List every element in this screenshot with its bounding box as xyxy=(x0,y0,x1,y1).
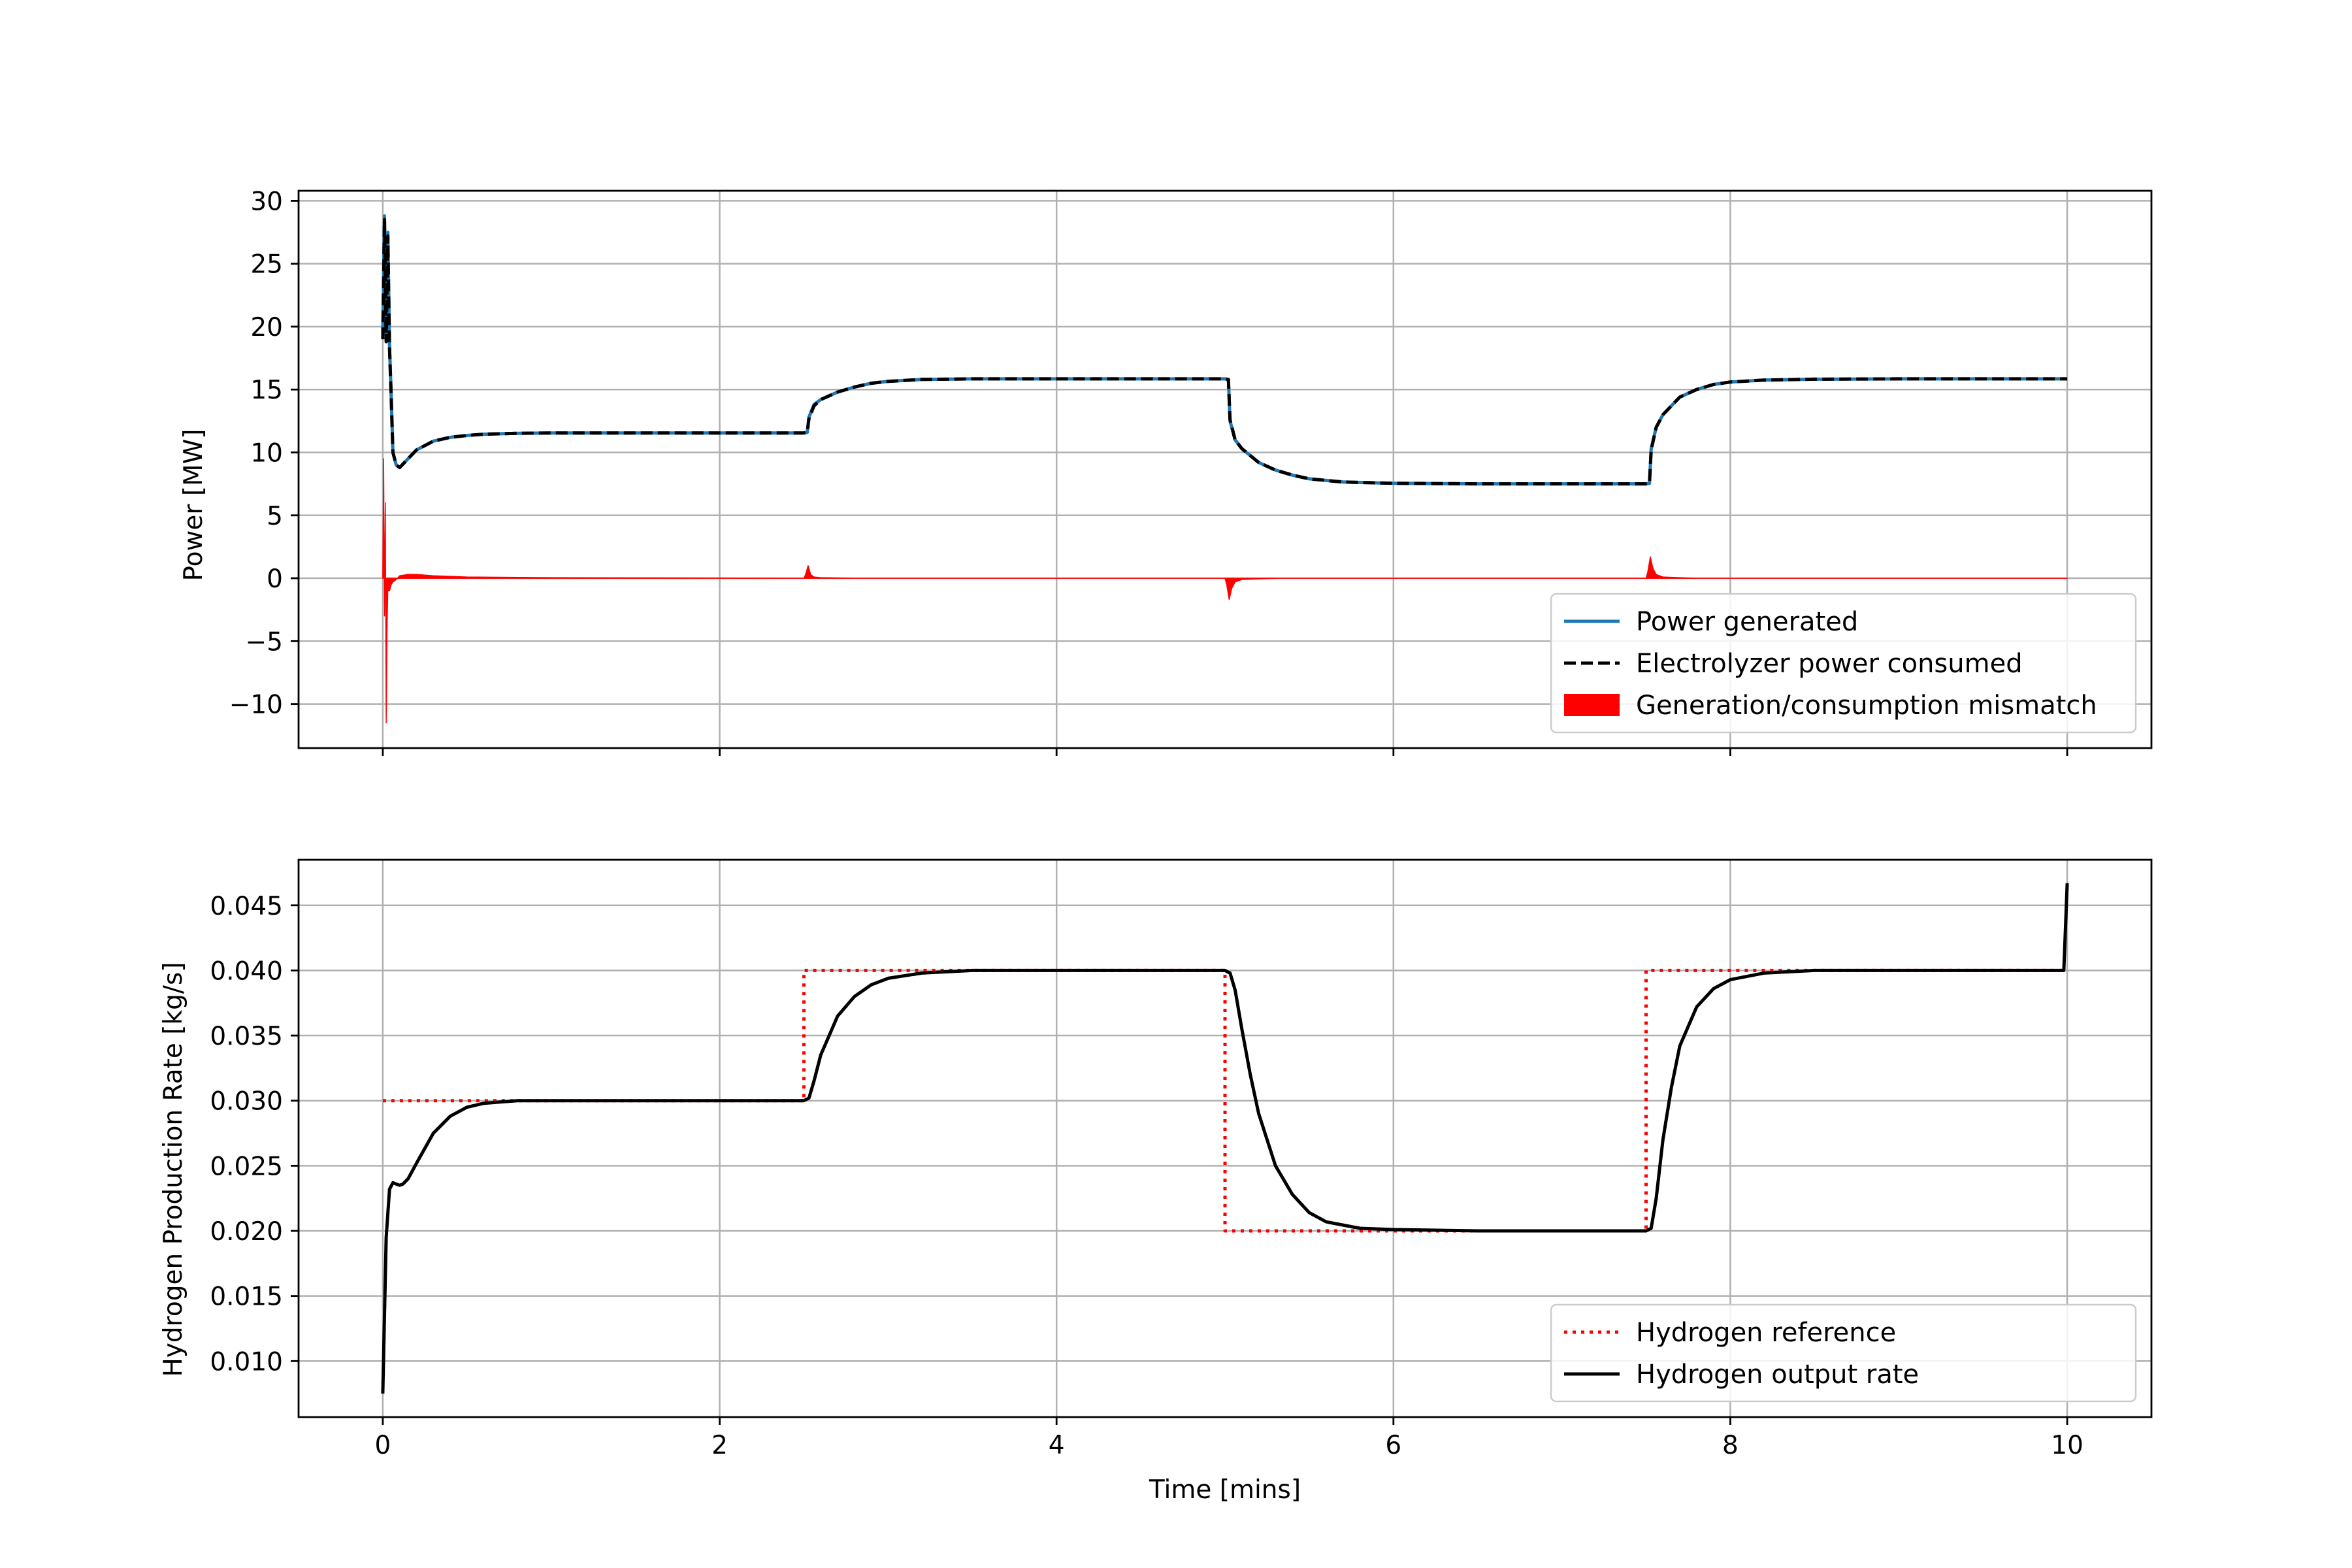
power-panel: −10 −5 0 5 10 15 20 25 30 Power generated Electrol… xyxy=(229,187,2153,756)
y-tick-label: 15 xyxy=(250,376,283,405)
y-tick-label: −5 xyxy=(246,627,284,657)
series-electrolyzer-power-consumed xyxy=(381,218,2068,486)
legend-box xyxy=(1550,593,2137,734)
series-generation-consumption-mismatch xyxy=(382,458,2068,724)
y-tick-label: 20 xyxy=(250,313,283,342)
x-tick-label: 2 xyxy=(711,1431,728,1460)
legend-power-generated-label: Power generated xyxy=(1636,607,1858,637)
legend-electrolyzer-power-consumed-label: Electrolyzer power consumed xyxy=(1636,649,2023,679)
series-hydrogen-reference xyxy=(382,968,2068,1233)
y-tick-label: 30 xyxy=(250,187,283,216)
y-tick-label: 0.015 xyxy=(210,1282,283,1312)
y-tick-label: 0.035 xyxy=(210,1022,283,1051)
axes-frame xyxy=(297,189,2153,749)
legend-box xyxy=(1550,1303,2137,1403)
y-tick-label: 25 xyxy=(250,250,283,280)
y-tick-label: 0 xyxy=(267,564,283,594)
y-tick-label: 0.010 xyxy=(210,1347,283,1377)
x-axis-label: Time [mins] xyxy=(1149,1475,1301,1505)
x-tick-label: 8 xyxy=(1722,1431,1739,1460)
legend-generation-consumption-mismatch-swatch xyxy=(1564,694,1620,716)
hydrogen-y-axis-label: Hydrogen Production Rate [kg/s] xyxy=(159,962,188,1377)
y-tick-label: −10 xyxy=(229,691,283,720)
y-tick-label: 0.025 xyxy=(210,1152,283,1181)
legend: Power generated Electrolyzer power consum… xyxy=(1550,593,2137,734)
y-tick-label: 10 xyxy=(250,439,283,468)
series-hydrogen-output-rate xyxy=(381,883,2069,1394)
x-tick-label: 0 xyxy=(374,1431,391,1460)
y-tick-label: 5 xyxy=(267,502,283,531)
plot-area xyxy=(381,883,2069,1394)
plot-area xyxy=(381,214,2068,724)
legend-generation-consumption-mismatch-label: Generation/consumption mismatch xyxy=(1636,691,2097,721)
x-tick-label: 10 xyxy=(2051,1431,2083,1460)
y-tick-label: 0.040 xyxy=(210,956,283,986)
y-tick-label: 0.020 xyxy=(210,1217,283,1247)
legend-hydrogen-output-rate-label: Hydrogen output rate xyxy=(1636,1360,1919,1390)
power-y-axis-label: Power [MW] xyxy=(179,429,208,581)
axes-frame xyxy=(297,858,2153,1418)
hydrogen-panel: 0 2 4 6 8 10 0.010 0.015 0.020 0.025 0.030 0.035 0.0… xyxy=(210,858,2153,1460)
legend-hydrogen-reference-label: Hydrogen reference xyxy=(1636,1318,1896,1348)
x-tick-label: 6 xyxy=(1385,1431,1401,1460)
y-tick-label: 0.045 xyxy=(210,892,283,921)
x-tick-label: 4 xyxy=(1049,1431,1065,1460)
legend: Hydrogen reference Hydrogen output rate xyxy=(1550,1303,2137,1403)
y-tick-label: 0.030 xyxy=(210,1087,283,1117)
